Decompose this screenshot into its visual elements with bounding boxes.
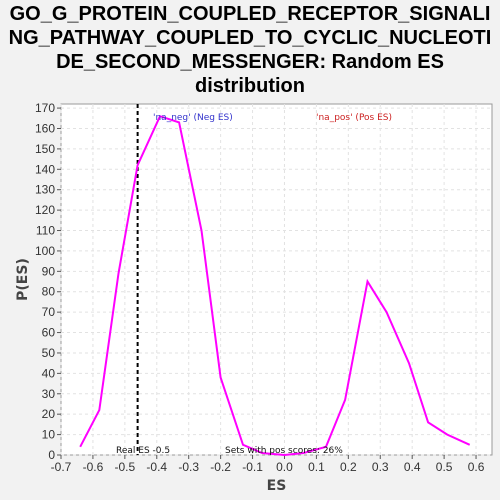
sets-pos-annotation: Sets with pos scores: 26% [225, 446, 343, 456]
title-line-1: GO_G_PROTEIN_COUPLED_RECEPTOR_SIGNALI [9, 3, 491, 25]
y-tick-label: 90 [42, 264, 56, 278]
series-line [79, 114, 471, 457]
real-es-annotation: Real ES -0.5 [116, 446, 170, 456]
y-tick-label: 40 [42, 366, 56, 380]
x-tick-label: 0.4 [404, 460, 421, 474]
y-tick-label: 160 [35, 121, 55, 135]
x-tick-label: 0.3 [372, 460, 389, 474]
y-tick-label: 10 [42, 428, 56, 442]
y-axis-label: P(ES) [15, 258, 31, 301]
title-line-3: DE_SECOND_MESSENGER: Random ES [56, 51, 444, 73]
x-axis-label: ES [267, 478, 287, 494]
title-line-2: NG_PATHWAY_COUPLED_TO_CYCLIC_NUCLEOTI [8, 27, 492, 49]
legend-pos-es: 'na_pos' (Pos ES) [316, 113, 392, 123]
x-tick-label: 0.1 [308, 460, 325, 474]
y-tick-label: 20 [42, 407, 56, 421]
y-tick-label: 170 [35, 101, 55, 115]
x-tick-label: -0.1 [242, 460, 263, 474]
x-tick-label: 0.5 [436, 460, 453, 474]
x-tick-label: 0.0 [276, 460, 293, 474]
x-tick-label: -0.6 [83, 460, 104, 474]
x-tick-label: 0.2 [340, 460, 357, 474]
chart-title: GO_G_PROTEIN_COUPLED_RECEPTOR_SIGNALI NG… [0, 2, 500, 98]
title-line-4: distribution [195, 75, 305, 97]
y-tick-label: 60 [42, 326, 56, 340]
x-tick-label: -0.3 [178, 460, 199, 474]
x-axis-ticks: -0.7 -0.6 -0.5 -0.4 -0.3 -0.2 -0.1 0.0 0.1 0.2 0.3… [51, 455, 485, 474]
y-tick-label: 110 [36, 224, 55, 238]
legend-neg-es: 'na_neg' (Neg ES) [153, 113, 233, 123]
y-tick-label: 100 [35, 244, 55, 258]
x-tick-label: -0.4 [146, 460, 167, 474]
x-tick-label: -0.2 [210, 460, 231, 474]
y-tick-label: 50 [42, 346, 56, 360]
grid-lines [60, 104, 492, 456]
x-tick-label: 0.6 [468, 460, 485, 474]
x-tick-label: -0.7 [51, 460, 72, 474]
y-tick-label: 140 [35, 162, 55, 176]
y-tick-label: 150 [35, 142, 55, 156]
y-tick-label: 30 [42, 387, 56, 401]
y-tick-label: 80 [42, 285, 56, 299]
y-axis-ticks: 0 10 20 30 40 50 60 70 80 90 100 110 120 130 140 150 160… [35, 101, 61, 462]
y-tick-label: 130 [35, 183, 55, 197]
y-tick-label: 120 [35, 203, 55, 217]
y-tick-label: 70 [42, 305, 56, 319]
y-tick-label: 0 [48, 448, 55, 462]
x-tick-label: -0.5 [115, 460, 136, 474]
plot-area [60, 103, 493, 456]
